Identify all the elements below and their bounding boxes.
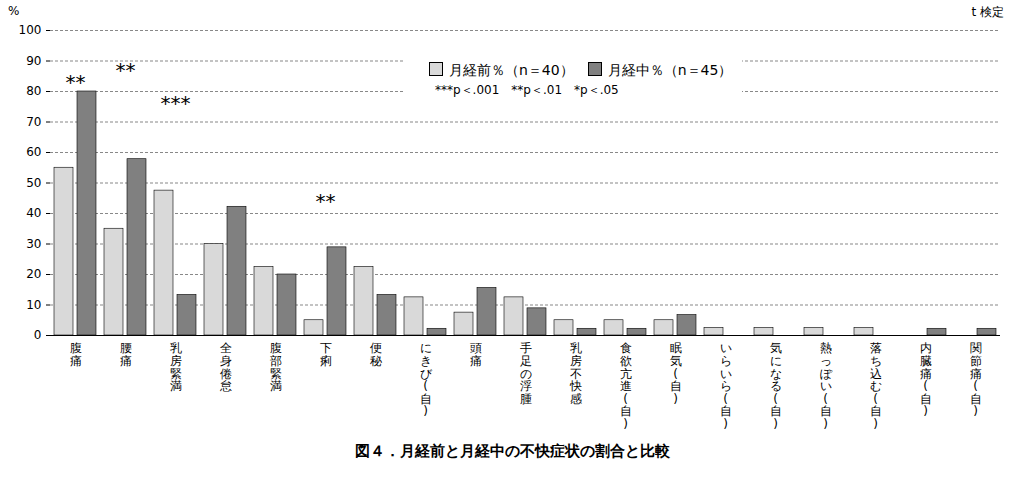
html-text:月経中％（n＝45）: 月経中％（n＝45）	[607, 62, 733, 78]
svg-text:**: **	[316, 189, 336, 213]
svg-text:眠気(自): 眠気(自)	[670, 341, 682, 405]
svg-text:***: ***	[161, 91, 191, 115]
svg-text:いらいら(自): いらいら(自)	[720, 341, 732, 431]
svg-text:内臓痛(自): 内臓痛(自)	[920, 341, 932, 418]
svg-text:腹痛: 腹痛	[70, 341, 82, 368]
svg-text:90: 90	[26, 54, 41, 68]
svg-text:10: 10	[26, 298, 41, 312]
html-text:t 検定: t 検定	[971, 5, 1004, 19]
svg-text:50: 50	[26, 176, 41, 190]
svg-text:全身倦怠: 全身倦怠	[219, 341, 232, 393]
svg-text:20: 20	[26, 267, 41, 281]
svg-text:乳房不快感: 乳房不快感	[569, 341, 582, 405]
svg-text:70: 70	[26, 115, 41, 129]
svg-text:食欲亢進(自): 食欲亢進(自)	[620, 341, 632, 431]
html-text:***p＜.001 **p＜.01 *p＜.05: ***p＜.001 **p＜.01 *p＜.05	[435, 83, 619, 97]
svg-text:便秘: 便秘	[370, 341, 382, 368]
html-text:月経前％（n＝40）: 月経前％（n＝40）	[449, 62, 574, 78]
svg-text:にきび(自): にきび(自)	[420, 341, 433, 418]
svg-text:80: 80	[26, 84, 41, 98]
svg-text:下痢: 下痢	[320, 341, 332, 368]
svg-text:気になる(自): 気になる(自)	[770, 341, 782, 431]
svg-text:落ち込む(自): 落ち込む(自)	[870, 341, 882, 431]
svg-text:60: 60	[26, 145, 41, 159]
svg-text:30: 30	[26, 237, 41, 251]
svg-text:**: **	[116, 58, 136, 82]
svg-text:関節痛(自): 関節痛(自)	[970, 341, 982, 418]
svg-text:腹部緊満: 腹部緊満	[270, 341, 282, 393]
svg-text:40: 40	[26, 206, 41, 220]
svg-text:100: 100	[19, 23, 42, 37]
svg-text:0: 0	[34, 328, 42, 342]
svg-text:頭痛: 頭痛	[470, 341, 482, 368]
svg-text:**: **	[66, 70, 86, 94]
svg-text:熱っぽい(自): 熱っぽい(自)	[820, 341, 833, 431]
svg-text:乳房緊満: 乳房緊満	[170, 341, 182, 393]
html-text:図４．月経前と月経中の不快症状の割合と比較: 図４．月経前と月経中の不快症状の割合と比較	[354, 442, 670, 460]
svg-text:腰痛: 腰痛	[120, 341, 132, 368]
svg-text:手足の浮腫: 手足の浮腫	[520, 341, 532, 405]
